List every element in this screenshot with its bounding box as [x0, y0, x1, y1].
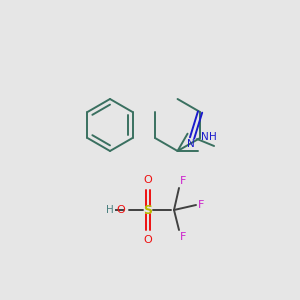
Text: O: O [144, 235, 152, 245]
Text: F: F [198, 200, 204, 210]
Text: F: F [180, 176, 186, 186]
Text: O: O [116, 205, 125, 215]
Text: S: S [143, 203, 152, 217]
Text: N: N [187, 139, 195, 149]
Text: H: H [209, 132, 217, 142]
Text: H: H [106, 205, 114, 215]
Text: N: N [201, 132, 209, 142]
Text: F: F [180, 232, 186, 242]
Text: O: O [144, 175, 152, 185]
